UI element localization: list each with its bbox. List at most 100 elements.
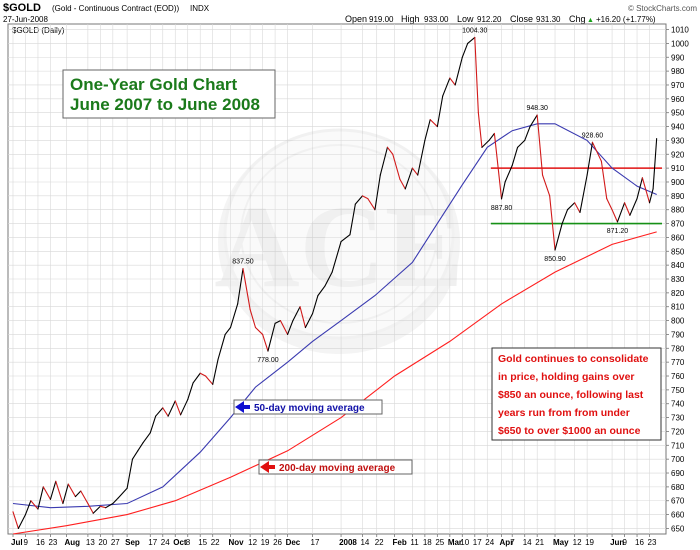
price-segment — [262, 333, 269, 352]
x-tick-label: Aug — [64, 538, 80, 547]
data-label: 948.30 — [526, 105, 548, 112]
price-segment — [652, 138, 658, 190]
price-segment — [399, 178, 406, 190]
y-tick-label: 690 — [671, 469, 685, 478]
price-segment — [112, 497, 119, 505]
x-tick-label: Nov — [229, 538, 245, 547]
y-tick-label: 900 — [671, 178, 685, 187]
y-tick-label: 800 — [671, 317, 685, 326]
price-segment — [493, 132, 503, 200]
price-segment — [561, 209, 569, 225]
x-tick-label: 13 — [86, 538, 95, 547]
y-tick-label: 710 — [671, 441, 685, 450]
price-segment — [500, 181, 506, 200]
price-segment — [454, 56, 463, 86]
title-line-1: One-Year Gold Chart — [70, 75, 238, 94]
price-segment — [606, 198, 613, 211]
price-segment — [180, 399, 189, 416]
price-segment — [616, 202, 626, 223]
chg-up-arrow-icon: ▲ — [587, 17, 594, 24]
annotation-frame — [491, 347, 662, 441]
price-segment — [641, 177, 651, 204]
price-segment — [162, 407, 169, 417]
x-tick-label: Jul — [11, 538, 23, 547]
x-tick-label: Dec — [286, 538, 301, 547]
panel-label: $GOLD (Daily) — [12, 26, 65, 35]
y-tick-label: 1010 — [671, 26, 689, 35]
price-segment — [392, 153, 401, 180]
price-segment — [224, 326, 232, 335]
ma50-line — [12, 123, 657, 509]
price-segment — [174, 400, 182, 416]
price-segment — [131, 450, 139, 460]
price-segment — [24, 500, 32, 516]
price-segment — [229, 303, 239, 329]
price-segment — [474, 36, 479, 114]
price-segment — [49, 480, 57, 500]
price-segment — [155, 407, 164, 417]
copyright: © StockCharts.com — [628, 4, 697, 13]
price-segment — [212, 358, 219, 385]
price-segment — [126, 458, 134, 489]
x-tick-label: Jun — [610, 538, 624, 547]
price-segment — [67, 483, 76, 498]
y-tick-label: 980 — [671, 67, 685, 76]
y-tick-label: 740 — [671, 400, 685, 409]
x-tick-label: 11 — [410, 538, 419, 547]
y-tick-label: 990 — [671, 53, 685, 62]
price-segment — [105, 502, 114, 509]
y-tick-label: 680 — [671, 483, 685, 492]
x-tick-label: 14 — [360, 538, 369, 547]
x-tick-label: 22 — [211, 538, 220, 547]
price-segment — [379, 146, 388, 176]
ma200-arrow-icon — [260, 461, 275, 473]
x-tick-label: 27 — [111, 538, 120, 547]
x-tick-label: 8 — [186, 538, 191, 547]
data-label: 850.90 — [544, 256, 566, 263]
y-tick-label: 730 — [671, 414, 685, 423]
price-segment — [287, 320, 294, 335]
y-tick-label: 870 — [671, 220, 685, 229]
price-segment — [37, 486, 44, 510]
ma200-callout-text: 200-day moving average — [279, 463, 396, 474]
x-tick-label: Apr — [500, 538, 514, 547]
chg-value: +16.20 (+1.77%) — [596, 15, 656, 24]
annotation-line-4: years run from from under — [498, 407, 630, 419]
ma50-callout: 50-day moving average — [233, 399, 383, 415]
data-label: 837.50 — [232, 259, 254, 266]
y-tick-label: 1000 — [671, 39, 689, 48]
price-segment — [349, 203, 356, 236]
symbol: $GOLD — [3, 2, 41, 14]
x-tick-label: 18 — [423, 538, 432, 547]
x-tick-label: 15 — [198, 538, 207, 547]
ohlc-readout: Open 919.00 High 933.00 Low 912.20 Close… — [345, 14, 656, 24]
x-tick-label: 21 — [535, 538, 544, 547]
price-segment — [274, 320, 281, 324]
high-label: High — [401, 14, 420, 24]
close-value: 931.30 — [536, 15, 561, 24]
x-tick-label: 20 — [98, 538, 107, 547]
price-segment — [317, 285, 326, 297]
x-tick-label: 9 — [623, 538, 628, 547]
annotation-line-1: Gold continues to consolidate — [498, 353, 649, 365]
price-segment — [80, 490, 89, 505]
price-segment — [331, 241, 342, 273]
annotation-line-3: $850 an ounce, following last — [498, 389, 644, 401]
price-segment — [205, 375, 214, 385]
low-label: Low — [457, 14, 474, 24]
x-tick-label: 10 — [460, 538, 469, 547]
close-label: Close — [510, 14, 533, 24]
x-tick-label: 12 — [248, 538, 257, 547]
price-segment — [511, 146, 519, 166]
y-tick-label: 750 — [671, 386, 685, 395]
y-tick-label: 790 — [671, 330, 685, 339]
data-label: 928.60 — [582, 132, 604, 139]
x-tick-label: 22 — [375, 538, 384, 547]
x-tick-label: 24 — [161, 538, 170, 547]
price-segment — [374, 174, 381, 211]
price-segment — [249, 308, 257, 329]
price-segment — [87, 502, 94, 514]
y-tick-label: 840 — [671, 261, 685, 270]
ma50-arrow-icon — [235, 401, 250, 413]
y-tick-label: 660 — [671, 511, 685, 520]
